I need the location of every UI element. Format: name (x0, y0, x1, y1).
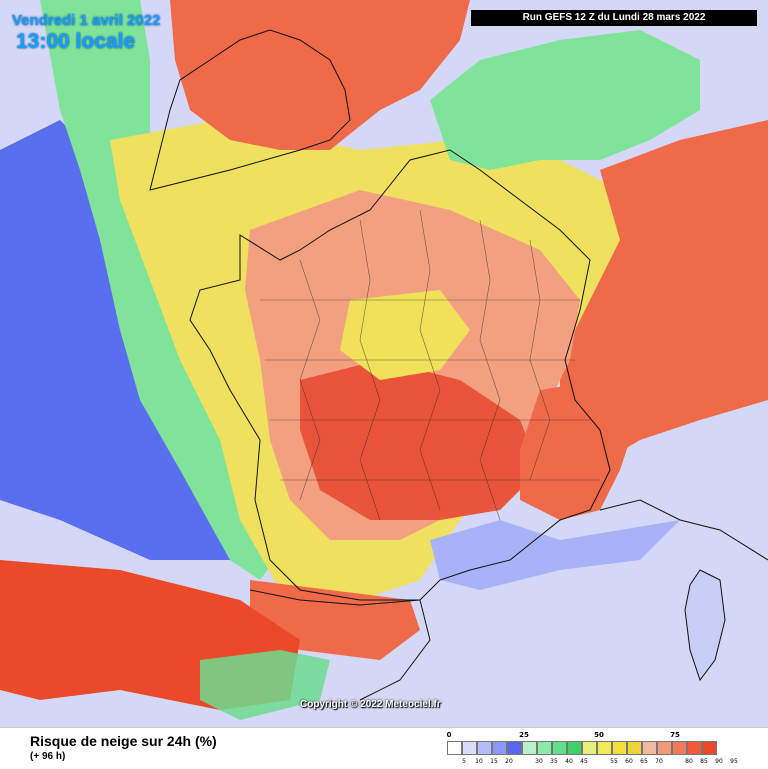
legend-minor-label: 80 (685, 758, 693, 765)
legend-swatch (582, 741, 597, 755)
legend-swatch (477, 741, 492, 755)
legend-swatch (567, 741, 582, 755)
forecast-date: Vendredi 1 avril 2022 (12, 12, 161, 29)
legend-swatch (552, 741, 567, 755)
legend-swatch (447, 741, 462, 755)
legend-minor-label: 90 (715, 758, 723, 765)
legend-minor-label: 15 (490, 758, 498, 765)
legend-minor-label: 20 (505, 758, 513, 765)
copyright-text: Copyright © 2022 Meteociel.fr (300, 699, 441, 710)
legend-major-label: 50 (594, 731, 604, 739)
footer-bar: Risque de neige sur 24h (%) (+ 96 h) 0 2… (0, 727, 768, 769)
legend-major-label: 25 (519, 731, 529, 739)
legend-minor-label: 5 (462, 758, 466, 765)
legend-swatch (612, 741, 627, 755)
legend-minor-label: 10 (475, 758, 483, 765)
forecast-time: 13:00 locale (16, 30, 136, 53)
region-orange-north (170, 0, 470, 150)
legend-minor-label: 55 (610, 758, 618, 765)
legend-minor-label: 35 (550, 758, 558, 765)
lead-time: (+ 96 h) (30, 751, 66, 762)
legend-swatch (657, 741, 672, 755)
legend-swatches (447, 741, 717, 755)
run-info: Run GEFS 12 Z du Lundi 28 mars 2022 (471, 10, 757, 26)
legend-swatch (642, 741, 657, 755)
legend-minor-label: 95 (730, 758, 738, 765)
legend-swatch (627, 741, 642, 755)
department-borders (260, 209, 600, 521)
variable-title: Risque de neige sur 24h (%) (30, 733, 217, 749)
legend-minor-label: 60 (625, 758, 633, 765)
coastline-corsica (684, 569, 726, 682)
legend-minor-label: 70 (655, 758, 663, 765)
legend-swatch (702, 741, 717, 755)
region-green-spain (200, 650, 330, 720)
coastline-italy (599, 499, 768, 561)
legend-swatch (492, 741, 507, 755)
legend-swatch (672, 741, 687, 755)
coastline-uk (149, 29, 351, 191)
legend-major-label: 0 (446, 731, 452, 739)
legend-swatch (522, 741, 537, 755)
legend-swatch (462, 741, 477, 755)
legend-major-label: 75 (670, 731, 680, 739)
legend-minor-label: 45 (580, 758, 588, 765)
legend-minor-label: 40 (565, 758, 573, 765)
legend-minor-label: 65 (640, 758, 648, 765)
legend-swatch (537, 741, 552, 755)
region-blue-mediterranean (430, 520, 680, 590)
coastline-spain (249, 589, 431, 701)
region-green-northeast (430, 30, 700, 170)
region-orange-alps (520, 380, 640, 520)
region-orange-east (560, 120, 768, 470)
legend-swatch (507, 741, 522, 755)
color-legend: 0 25 50 75 5 10 15 20 30 35 40 45 55 60 65 70 80 85 90… (447, 728, 757, 768)
snow-risk-map (0, 0, 768, 727)
coastline-france (189, 149, 611, 601)
legend-minor-label: 85 (700, 758, 708, 765)
legend-swatch (687, 741, 702, 755)
legend-minor-label: 30 (535, 758, 543, 765)
legend-swatch (597, 741, 612, 755)
region-yellow-center (340, 290, 470, 380)
